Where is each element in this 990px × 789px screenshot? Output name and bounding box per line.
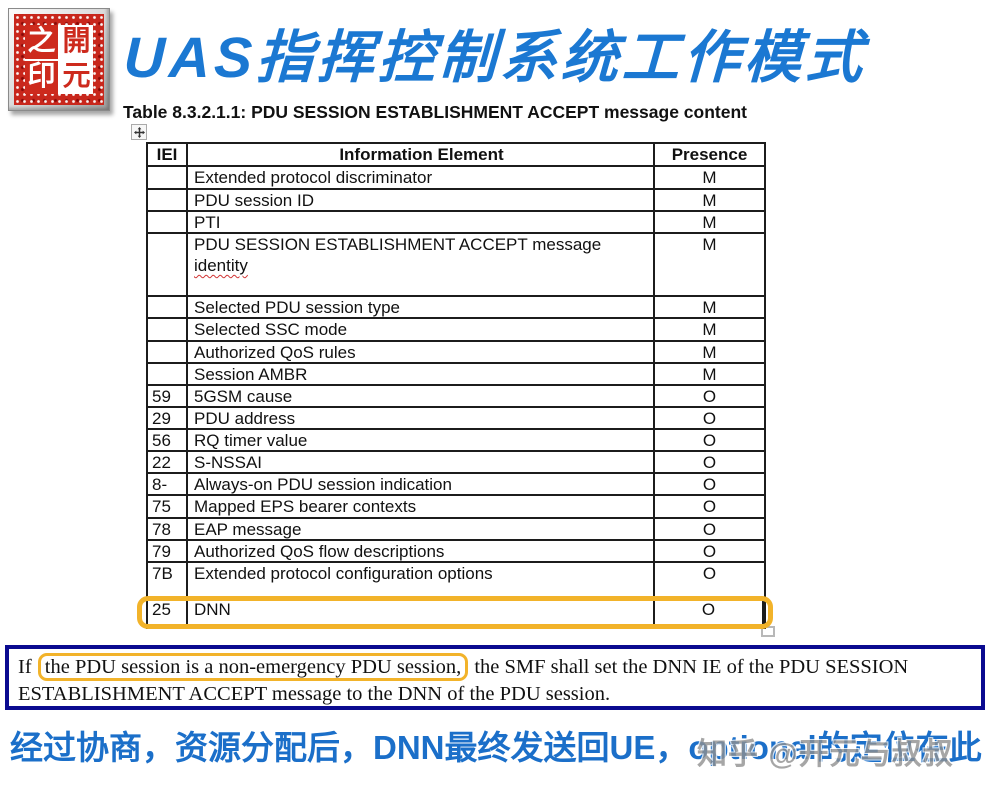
table-row: 29 PDU address O xyxy=(148,408,764,430)
presence-cell: M xyxy=(702,298,717,317)
quote-prefix: If xyxy=(18,656,37,678)
presence-cell: M xyxy=(702,365,717,384)
information-element-cell: S-NSSAI xyxy=(188,452,655,472)
quote-suffix: the SMF shall set the DNN IE of the PDU … xyxy=(18,656,909,705)
table-caption: Table 8.3.2.1.1: PDU SESSION ESTABLISHME… xyxy=(123,102,747,122)
information-element-cell: Extended protocol discriminator xyxy=(188,167,655,188)
presence-cell: O xyxy=(702,564,717,583)
information-element-cell: Selected PDU session type xyxy=(188,297,655,317)
kaiyuan-seal-logo: 之 開 印 元 xyxy=(8,8,110,111)
page-title: UAS指挥控制系统工作模式 xyxy=(122,26,868,90)
table-row: 79 Authorized QoS flow descriptions O xyxy=(148,541,764,563)
table-row: Selected PDU session type M xyxy=(148,297,764,319)
presence-cell: M xyxy=(702,213,717,232)
iei-cell: 78 xyxy=(148,519,188,539)
iei-cell xyxy=(148,212,188,232)
presence-cell: O xyxy=(702,497,717,516)
table-row: 7B Extended protocol configuration option… xyxy=(148,563,764,599)
iei-cell: 75 xyxy=(148,496,188,517)
iei-cell xyxy=(148,319,188,340)
table-header-row: IEI Information Element Presence xyxy=(148,144,764,167)
pdu-session-accept-table: IEI Information Element Presence Extende… xyxy=(137,142,773,629)
information-element-cell: Always-on PDU session indication xyxy=(188,474,655,494)
presence-cell: O xyxy=(702,542,717,561)
spec-table-body: Extended protocol discriminator M PDU sess… xyxy=(137,167,773,629)
table-row: 78 EAP message O xyxy=(148,519,764,541)
iei-cell xyxy=(148,167,188,188)
highlighted-phrase: the PDU session is a non-emergency PDU s… xyxy=(37,653,469,681)
presence-cell: O xyxy=(702,520,717,539)
table-move-handle-icon[interactable] xyxy=(131,124,147,140)
table-row: PDU session ID M xyxy=(148,190,764,212)
iei-cell: 29 xyxy=(148,408,188,428)
table-row: Authorized QoS rules M xyxy=(148,342,764,364)
iei-cell: 56 xyxy=(148,430,188,450)
presence-cell: O xyxy=(655,599,764,627)
presence-cell: O xyxy=(702,431,717,450)
iei-cell xyxy=(148,342,188,362)
presence-cell: O xyxy=(702,453,717,472)
table-row: PDU SESSION ESTABLISHMENT ACCEPT message… xyxy=(148,234,764,297)
table-row: 75 Mapped EPS bearer contexts O xyxy=(148,496,764,519)
iei-cell xyxy=(148,234,188,295)
spellcheck-squiggle-word: identity xyxy=(194,256,248,275)
information-element-cell: PDU address xyxy=(188,408,655,428)
seal-char-zhi: 之 xyxy=(25,25,58,59)
iei-cell xyxy=(148,364,188,384)
information-element-cell: Mapped EPS bearer contexts xyxy=(188,496,655,517)
table-row: Extended protocol discriminator M xyxy=(148,167,764,190)
table-resize-handle[interactable] xyxy=(761,626,775,637)
iei-cell xyxy=(148,190,188,210)
presence-cell: M xyxy=(702,320,717,339)
information-element-cell: DNN xyxy=(188,599,655,627)
information-element-cell: PDU session ID xyxy=(188,190,655,210)
seal-char-kai: 開 xyxy=(60,25,93,59)
presence-cell: M xyxy=(702,191,717,210)
move-arrows-icon xyxy=(133,126,145,138)
information-element-cell: RQ timer value xyxy=(188,430,655,450)
information-element-cell: Session AMBR xyxy=(188,364,655,384)
iei-cell: 79 xyxy=(148,541,188,561)
table-row: 25 DNN O xyxy=(137,596,773,629)
zhihu-watermark: 知乎 @开元与叔叔 xyxy=(697,738,954,771)
table-row: Selected SSC mode M xyxy=(148,319,764,342)
iei-cell: 25 xyxy=(148,599,188,627)
information-element-cell: 5GSM cause xyxy=(188,386,655,406)
table-row: 59 5GSM cause O xyxy=(148,386,764,408)
column-header-ie: Information Element xyxy=(188,144,655,165)
seal-char-yuan: 元 xyxy=(60,60,93,94)
annotation-text: 经过协商，资源分配后，DNN最终发送回UE，optional的定位在此 xyxy=(10,729,982,766)
presence-cell: M xyxy=(702,343,717,362)
spec-quote-box: If the PDU session is a non-emergency PD… xyxy=(5,645,985,710)
information-element-cell: PTI xyxy=(188,212,655,232)
presence-cell: O xyxy=(702,475,717,494)
presence-cell: O xyxy=(702,409,717,428)
seal-characters: 之 開 印 元 xyxy=(25,25,93,94)
table-row: PTI M xyxy=(148,212,764,234)
information-element-cell: Authorized QoS flow descriptions xyxy=(188,541,655,561)
iei-cell: 22 xyxy=(148,452,188,472)
information-element-cell: PDU SESSION ESTABLISHMENT ACCEPT message… xyxy=(188,234,655,295)
table-row: 56 RQ timer value O xyxy=(148,430,764,452)
information-element-cell: Selected SSC mode xyxy=(188,319,655,340)
table-row: Session AMBR M xyxy=(148,364,764,386)
table-row: 22 S-NSSAI O xyxy=(148,452,764,474)
seal-ornate-border: 之 開 印 元 xyxy=(14,14,104,105)
column-header-presence: Presence xyxy=(671,145,748,164)
iei-cell: 8- xyxy=(148,474,188,494)
seal-char-yin: 印 xyxy=(25,60,58,94)
information-element-cell: Extended protocol configuration options xyxy=(188,563,655,597)
table-row: 8- Always-on PDU session indication O xyxy=(148,474,764,496)
column-header-iei: IEI xyxy=(148,144,188,165)
presence-cell: M xyxy=(702,235,717,254)
presence-cell: O xyxy=(702,387,717,406)
iei-cell: 7B xyxy=(148,563,188,597)
iei-cell: 59 xyxy=(148,386,188,406)
presence-cell: M xyxy=(702,168,717,187)
information-element-cell: Authorized QoS rules xyxy=(188,342,655,362)
information-element-cell: EAP message xyxy=(188,519,655,539)
iei-cell xyxy=(148,297,188,317)
